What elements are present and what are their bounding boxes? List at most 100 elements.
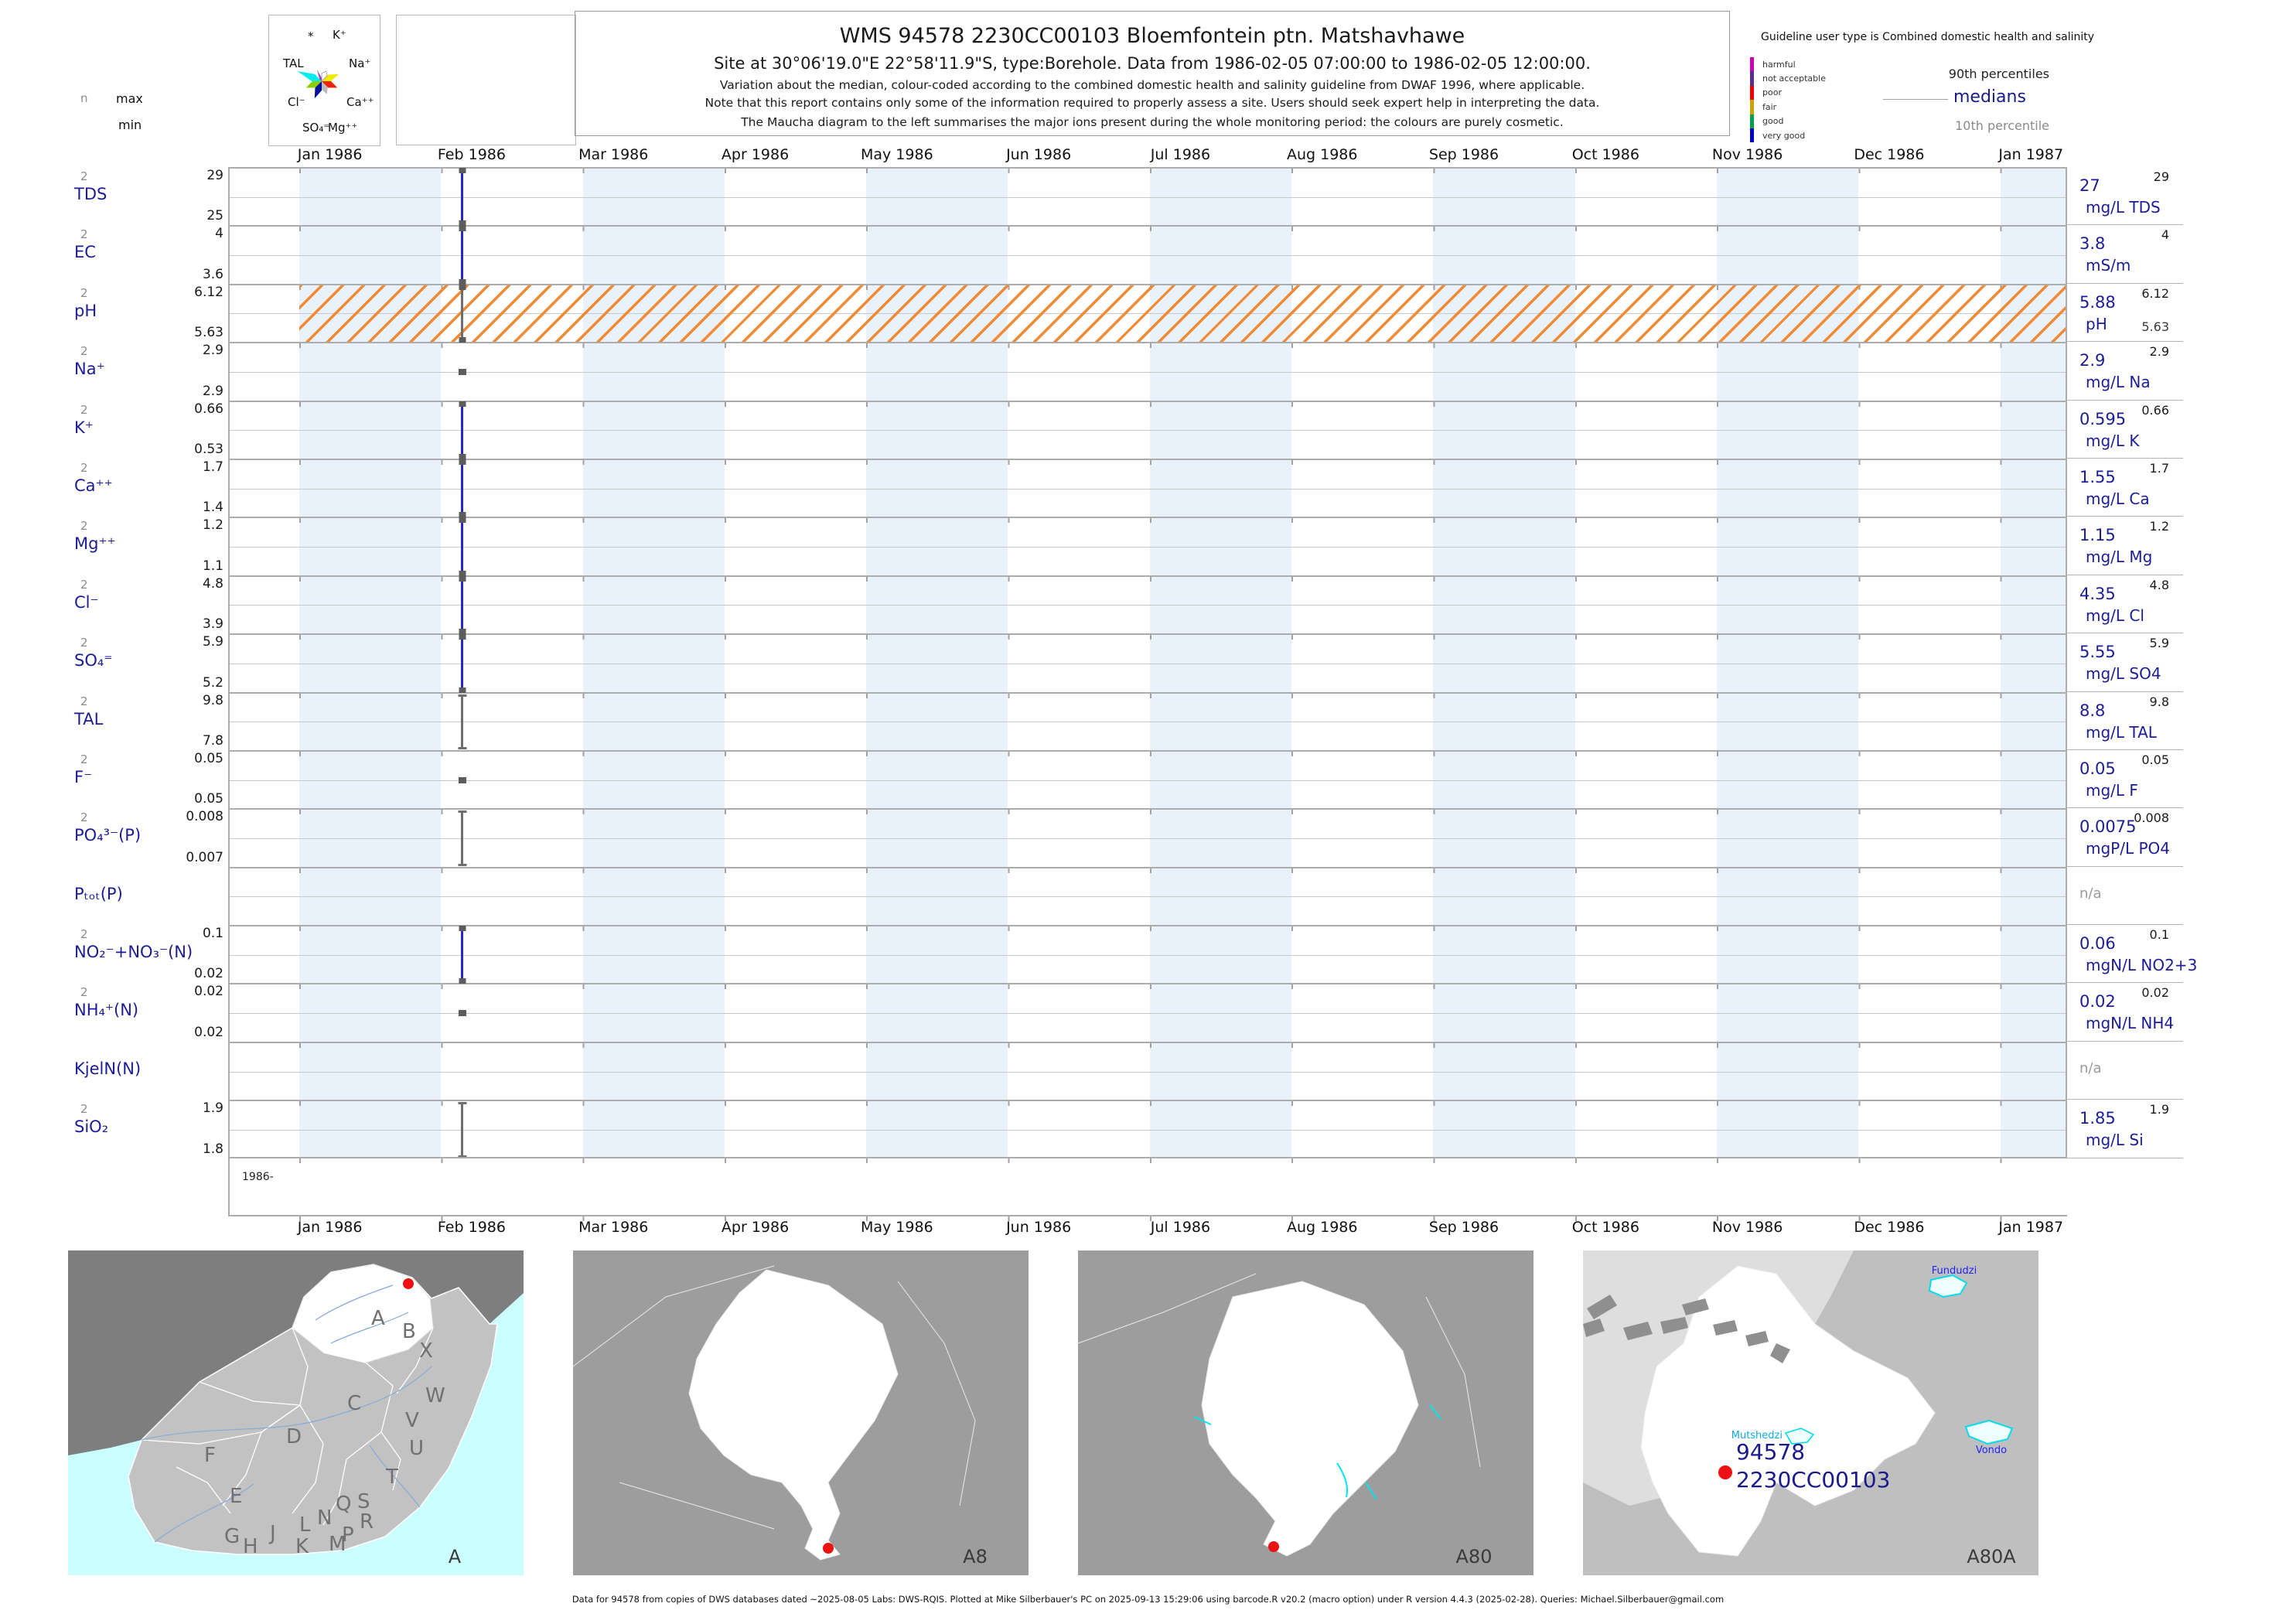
parameter-name: pH [74, 301, 97, 320]
month-tick-marks [299, 576, 2066, 582]
median-value: 27 [2079, 176, 2100, 195]
a80-catchment-shape [1201, 1281, 1419, 1557]
max-value: 0.05 [194, 750, 223, 766]
guideline-class-item: harmful [1750, 57, 1905, 72]
drainage-region-letters: A B X C W D V U F T E Q S R N L M P J K [204, 1307, 445, 1558]
month-tick-marks [299, 868, 2066, 873]
chart-row [230, 1041, 2066, 1100]
unit-label: mg/L TAL [2086, 722, 2157, 742]
month-label: Jun 1986 [1006, 1219, 1072, 1236]
min-value: 1.1 [202, 558, 223, 574]
site-marker [1718, 1465, 1732, 1479]
boundary-lines [573, 1265, 976, 1530]
parameter-label-row: 2 1.2 Mg⁺⁺ 1.1 [68, 517, 228, 575]
min-value: 2.9 [202, 383, 223, 399]
parameter-label-row: 2 5.9 SO₄⁼ 5.2 [68, 633, 228, 691]
min-value: 0.05 [194, 791, 223, 807]
month-tick-marks [299, 1158, 2067, 1163]
panel-label-a8: A8 [963, 1546, 988, 1568]
p90-value: 0.008 [2134, 810, 2169, 826]
max-value: 5.9 [202, 634, 223, 650]
parameter-label-row: Pₜₒₜ(P) [68, 867, 228, 925]
parameter-label-row: 2 0.02 NH₄⁺(N) 0.02 [68, 983, 228, 1041]
data-interval-mark [461, 228, 463, 282]
title-box: WMS 94578 2230CC00103 Bloemfontein ptn. … [575, 11, 1730, 136]
median-value: 0.06 [2079, 934, 2116, 954]
month-label: Jun 1986 [1006, 146, 1072, 163]
month-label: Jan 1986 [297, 1219, 363, 1236]
chart-row [230, 983, 2066, 1041]
chart-row [230, 808, 2066, 866]
median-row: 0.1 0.06 mgN/L NO2+3 [2067, 925, 2296, 984]
lake-fundudzi [1928, 1274, 1968, 1298]
parameter-name: SO₄⁼ [74, 651, 113, 670]
maucha-ion-na: Na⁺ [349, 56, 371, 70]
month-label: Jul 1986 [1150, 1219, 1211, 1236]
parameter-label-row: 2 2.9 Na⁺ 2.9 [68, 342, 228, 400]
median-value: 4.35 [2079, 584, 2116, 603]
p90-value: 5.9 [2149, 636, 2169, 651]
unit-label: pH [2086, 314, 2107, 333]
unit-label: mS/m [2086, 256, 2131, 275]
chart-row [230, 283, 2066, 343]
site-marker [823, 1543, 834, 1554]
map-panel-a: A B X C W D V U F T E Q S R N L M P J K [68, 1250, 524, 1575]
stat-max-label: max [116, 91, 143, 106]
maucha-legend-box: * K⁺ TAL Na⁺ Cl⁻ Ca⁺⁺ SO₄⁼ Mg⁺⁺ [268, 15, 380, 146]
p10-legend-label: 10th percentile [1955, 118, 2049, 133]
parameter-name: NO₂⁻+NO₃⁻(N) [74, 943, 193, 962]
max-value: 1.9 [202, 1100, 223, 1117]
min-value: 7.8 [202, 732, 223, 749]
region-letter: M [329, 1533, 346, 1556]
guideline-class-label: harmful [1762, 59, 1796, 70]
guideline-class-item: fair [1750, 100, 1905, 114]
median-row: 1.2 1.15 mg/L Mg [2067, 517, 2296, 576]
guideline-color-legend: harmful not acceptable poor fair good ve… [1750, 57, 1905, 143]
parameter-label-row: 2 4 EC 3.6 [68, 225, 228, 283]
p90-legend-label: 90th percentiles [1948, 67, 2049, 81]
p10-value: 5.63 [2141, 319, 2169, 334]
max-value: 0.66 [194, 401, 223, 417]
region-letter: E [230, 1485, 242, 1508]
panel-label-a80: A80 [1456, 1546, 1493, 1568]
sample-count: 2 [80, 169, 88, 183]
chart-row [230, 400, 2066, 459]
guideline-class-item: good [1750, 114, 1905, 129]
maucha-ion-star: * [308, 29, 314, 43]
month-label: Nov 1986 [1711, 1219, 1783, 1236]
data-interval-mark [461, 694, 463, 749]
region-letter: U [409, 1437, 424, 1460]
sample-count: 2 [80, 460, 88, 475]
not-available-label: n/a [2079, 1059, 2102, 1076]
median-value: 0.02 [2079, 992, 2116, 1012]
unit-label: mg/L Si [2086, 1131, 2144, 1150]
map-panel-a8: A8 [573, 1250, 1029, 1575]
median-row: 9.8 8.8 mg/L TAL [2067, 692, 2296, 751]
unit-label: mg/L Cl [2086, 606, 2144, 625]
parameter-name: KjelN(N) [74, 1059, 142, 1078]
parameter-label-row: KjelN(N) [68, 1042, 228, 1100]
month-tick-marks [299, 1216, 2067, 1221]
median-value: 2.9 [2079, 351, 2106, 370]
month-tick-marks [299, 401, 2066, 407]
min-value: 0.02 [194, 1024, 223, 1040]
a80-catchment-map: A80 [1078, 1250, 1534, 1575]
parameter-name: Pₜₒₜ(P) [74, 884, 123, 903]
data-interval-mark [459, 776, 466, 783]
maucha-ion-so4: SO₄⁼ [302, 121, 330, 135]
median-row: 0.02 0.02 mgN/L NH4 [2067, 983, 2296, 1042]
median-row: 0.66 0.595 mg/L K [2067, 401, 2296, 459]
median-value: 0.595 [2079, 409, 2127, 428]
sample-count: 2 [80, 577, 88, 592]
min-value: 0.007 [186, 849, 223, 865]
sample-count: 2 [80, 752, 88, 766]
region-letter: C [347, 1392, 361, 1415]
guideline-class-item: not acceptable [1750, 71, 1905, 87]
parameter-label-row: 2 1.9 SiO₂ 1.8 [68, 1100, 228, 1158]
streams [1193, 1404, 1441, 1500]
guideline-class-label: good [1762, 116, 1784, 127]
guideline-class-label: very good [1762, 130, 1806, 141]
parameter-label-row: 2 6.12 pH 5.63 [68, 284, 228, 342]
median-value: 8.8 [2079, 701, 2106, 720]
